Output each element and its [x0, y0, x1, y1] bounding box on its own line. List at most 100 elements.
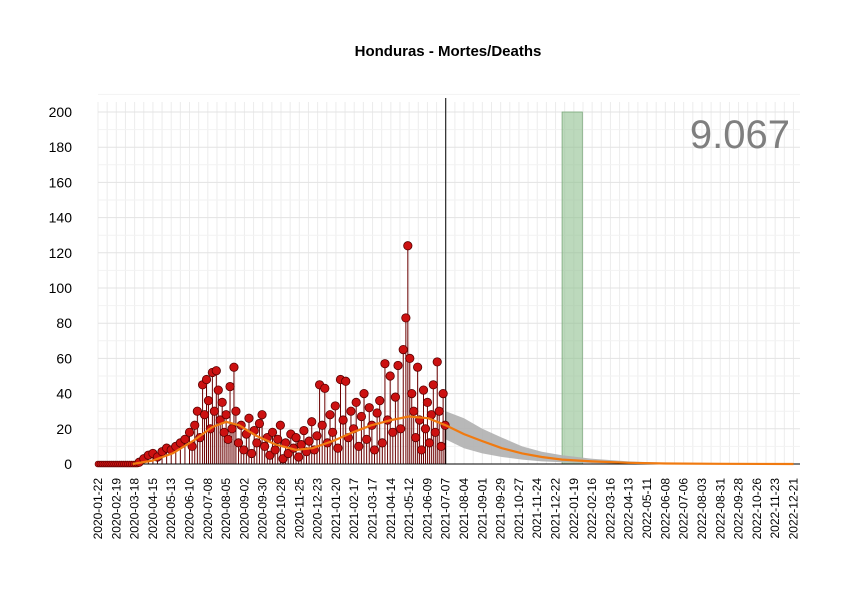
x-tick-label: 2020-09-02: [237, 478, 251, 540]
data-point: [325, 410, 335, 420]
x-tick-label: 2021-03-17: [366, 478, 380, 540]
x-tick-label: 2021-04-14: [384, 478, 398, 540]
data-point: [192, 406, 202, 416]
y-tick-label: 160: [49, 174, 73, 190]
data-point: [239, 445, 249, 455]
data-point: [420, 424, 431, 434]
x-tick-label: 2020-11-25: [292, 478, 306, 539]
data-point: [247, 448, 257, 459]
data-point: [388, 427, 398, 437]
x-tick-label: 2020-02-19: [109, 478, 123, 540]
data-point: [260, 441, 270, 451]
data-point: [430, 427, 440, 437]
data-point: [409, 406, 419, 416]
data-point: [369, 445, 380, 455]
x-tick-label: 2021-11-24: [530, 478, 544, 539]
data-point: [422, 397, 433, 407]
data-point: [338, 415, 348, 425]
data-point: [362, 434, 372, 444]
data-point: [312, 431, 322, 441]
x-tick-label: 2022-09-28: [732, 478, 746, 540]
data-point: [328, 427, 338, 437]
x-tick-label: 2022-07-06: [677, 478, 691, 540]
data-point: [299, 425, 309, 436]
data-point: [233, 438, 244, 448]
x-tick-label: 2022-08-03: [695, 478, 709, 540]
x-tick-label: 2022-04-13: [622, 478, 636, 540]
data-point: [333, 443, 343, 453]
data-point: [201, 374, 212, 385]
data-point: [424, 438, 434, 448]
data-point: [432, 357, 442, 367]
data-point: [354, 441, 364, 451]
data-point: [219, 427, 229, 437]
data-point: [227, 424, 237, 434]
x-tick-label: 2022-05-11: [640, 478, 654, 539]
data-point: [341, 376, 351, 386]
data-point: [372, 408, 382, 418]
data-point: [405, 353, 415, 363]
data-point: [351, 397, 361, 407]
data-point: [434, 406, 444, 416]
data-point: [403, 241, 413, 251]
data-point: [320, 383, 330, 393]
x-tick-label: 2022-12-21: [787, 478, 801, 540]
x-tick-label: 2022-03-16: [603, 478, 617, 540]
data-point: [393, 360, 403, 371]
y-tick-label: 180: [49, 139, 73, 155]
chart-title: Honduras - Mortes/Deaths: [355, 43, 542, 60]
data-point: [257, 410, 267, 420]
forecast-band: [445, 411, 794, 464]
data-point: [307, 417, 317, 427]
data-point: [356, 411, 367, 422]
data-point: [203, 396, 214, 406]
data-point: [375, 396, 385, 406]
x-tick-label: 2022-02-16: [585, 478, 599, 540]
x-tick-label: 2021-09-29: [494, 478, 508, 540]
data-point: [401, 313, 411, 323]
y-tick-label: 80: [56, 315, 72, 331]
x-tick-label: 2020-05-13: [164, 478, 178, 540]
data-point: [275, 420, 285, 430]
data-point: [231, 406, 241, 416]
x-tick-label: 2021-10-27: [512, 478, 526, 540]
data-point: [199, 410, 210, 420]
data-point: [330, 401, 340, 411]
data-point: [317, 420, 327, 430]
y-tick-label: 140: [49, 210, 73, 226]
x-tick-label: 2021-01-20: [329, 478, 343, 540]
data-point: [377, 438, 387, 448]
y-tick-label: 0: [64, 456, 72, 472]
data-point: [273, 434, 283, 444]
y-tick-label: 20: [56, 421, 72, 437]
data-point: [346, 406, 356, 416]
data-point: [211, 366, 221, 376]
data-point: [411, 432, 421, 443]
x-tick-label: 2021-08-04: [457, 478, 471, 540]
x-tick-label: 2021-09-01: [475, 478, 489, 540]
data-point: [380, 359, 390, 369]
data-points: [94, 241, 450, 468]
x-tick-label: 2022-06-08: [658, 478, 672, 540]
x-tick-label: 2020-08-05: [219, 478, 233, 540]
x-tick-label: 2020-12-23: [311, 478, 325, 540]
data-point: [296, 440, 306, 450]
x-tick-label: 2021-02-17: [347, 478, 361, 540]
data-point: [244, 413, 254, 423]
data-point: [428, 380, 438, 390]
x-tick-label: 2020-07-08: [201, 478, 215, 540]
data-point: [252, 438, 262, 448]
y-tick-labels: 0 20 40 60 80 100 120 140 160 180 200: [49, 104, 73, 472]
x-tick-label: 2021-06-09: [420, 478, 434, 540]
x-tick-label: 2020-04-15: [146, 478, 160, 540]
data-point: [190, 420, 200, 430]
data-point: [413, 362, 423, 372]
x-tick-label: 2022-01-19: [567, 478, 581, 540]
x-tick-labels: 2020-01-22 2020-02-19 2020-03-18 2020-04-15…: [91, 478, 801, 540]
x-tick-label: 2020-03-18: [128, 478, 142, 540]
total-deaths-label: 9.067: [690, 113, 790, 157]
data-point: [304, 436, 314, 446]
highlight-band: [561, 111, 583, 465]
y-tick-label: 40: [56, 386, 72, 402]
y-tick-label: 60: [56, 350, 72, 366]
